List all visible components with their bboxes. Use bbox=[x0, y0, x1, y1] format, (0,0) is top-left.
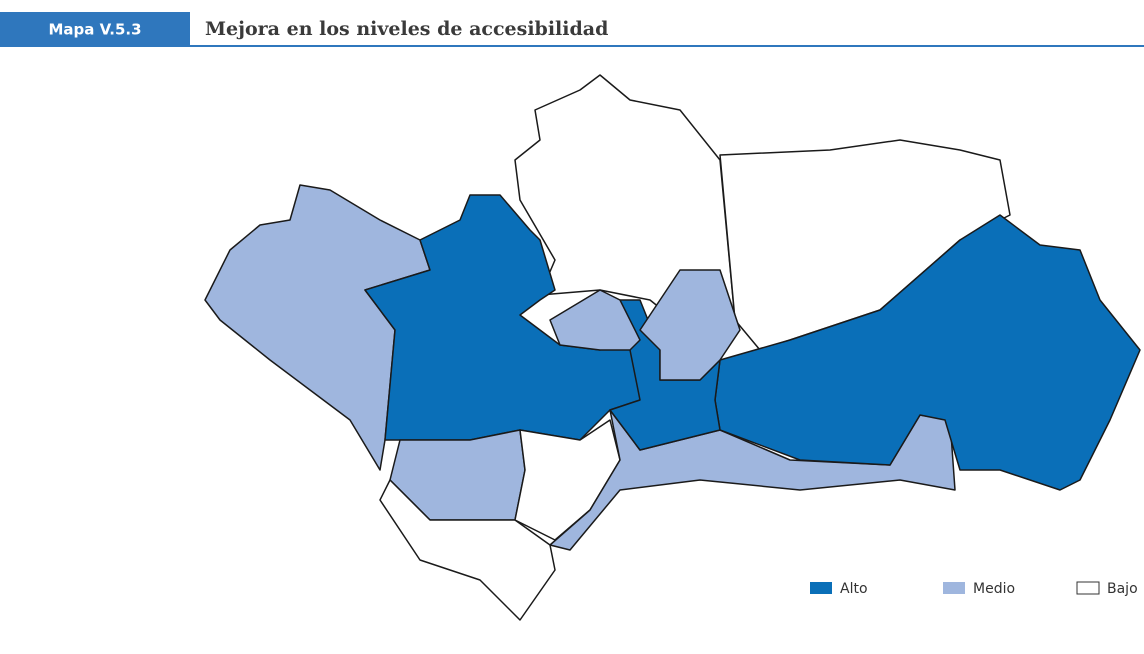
legend-label: Alto bbox=[840, 581, 868, 597]
legend-swatch bbox=[1076, 581, 1100, 595]
region-alto bbox=[714, 214, 1141, 491]
legend: Alto Medio Bajo bbox=[810, 581, 1138, 597]
legend-swatch bbox=[810, 582, 832, 594]
legend-label: Bajo bbox=[1107, 581, 1138, 597]
header-title: Mejora en los niveles de accesibilidad bbox=[205, 18, 608, 40]
region-medio bbox=[549, 409, 956, 551]
region-medio bbox=[639, 269, 741, 381]
header-box bbox=[0, 12, 190, 46]
region-bajo bbox=[514, 419, 621, 541]
map bbox=[204, 74, 1141, 621]
legend-swatch bbox=[943, 582, 965, 594]
region-bajo bbox=[379, 479, 556, 621]
region-medio bbox=[549, 289, 641, 351]
legend-label: Medio bbox=[973, 581, 1015, 597]
region-medio bbox=[204, 184, 431, 471]
header-label: Mapa V.5.3 bbox=[48, 21, 141, 39]
